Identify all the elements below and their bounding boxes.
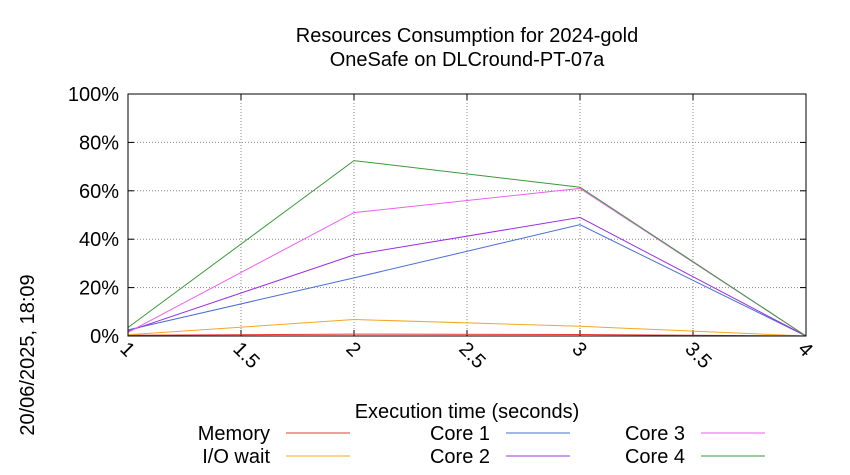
x-tick-label: 3 xyxy=(567,338,590,361)
legend-label: Core 4 xyxy=(625,446,685,468)
x-axis-ticks: 1 1.5 2 2.5 3 3.5 4 xyxy=(115,94,817,373)
series-line-memory xyxy=(127,333,807,337)
x-tick-label: 4 xyxy=(793,338,816,361)
legend-label: I/O wait xyxy=(202,446,270,468)
plot-frame xyxy=(127,93,807,337)
series-line-i-o-wait xyxy=(127,318,807,337)
chart-subtitle: OneSafe on DLCround-PT-07a xyxy=(330,49,605,71)
y-tick-label: 100% xyxy=(68,84,119,106)
series-line-core-3 xyxy=(127,187,807,337)
y-axis-ticks: 0% 20% 40% 60% 80% 100% xyxy=(68,84,806,348)
legend-label: Memory xyxy=(198,423,270,445)
series-line-core-4 xyxy=(127,160,807,337)
y-tick-label: 60% xyxy=(79,181,119,203)
grid xyxy=(128,94,806,336)
y-tick-label: 40% xyxy=(79,229,119,251)
x-tick-label: 3.5 xyxy=(680,338,715,373)
y-tick-label: 20% xyxy=(79,278,119,300)
series-lines xyxy=(127,160,807,337)
legend-label: Core 2 xyxy=(430,446,490,468)
y-tick-label: 80% xyxy=(79,132,119,154)
x-tick-label: 2.5 xyxy=(454,338,489,373)
x-axis-label: Execution time (seconds) xyxy=(355,401,580,423)
timestamp-label: 20/06/2025, 18:09 xyxy=(17,274,39,435)
y-tick-label: 0% xyxy=(90,326,119,348)
x-tick-label: 1.5 xyxy=(228,338,263,373)
legend-label: Core 1 xyxy=(430,423,490,445)
legend-label: Core 3 xyxy=(625,423,685,445)
x-tick-label: 2 xyxy=(341,338,364,361)
series-line-core-1 xyxy=(127,224,807,337)
series-line-core-2 xyxy=(127,216,807,337)
chart-title: Resources Consumption for 2024-gold xyxy=(296,25,638,47)
